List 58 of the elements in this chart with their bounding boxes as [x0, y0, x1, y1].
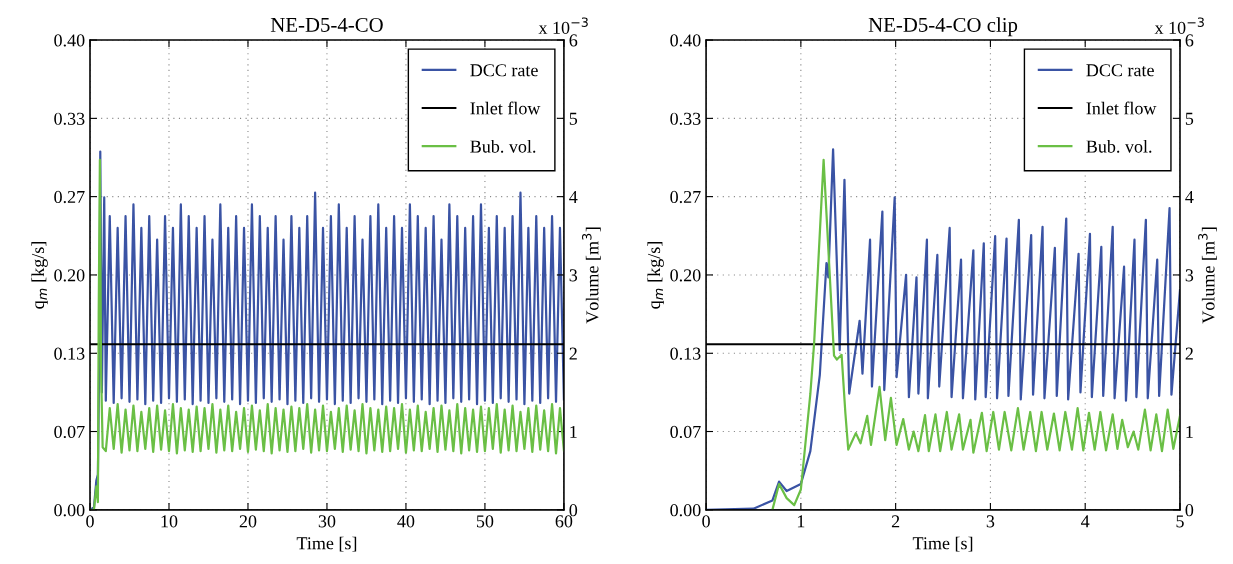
y-tick-label: 0.00 [54, 504, 85, 517]
y2-tick-label: 6 [1185, 34, 1194, 47]
y-tick-label: 0.20 [670, 269, 701, 282]
legend-label: Inlet flow [470, 101, 541, 115]
y-axis-title: q$_{m}$ [kg/s] [647, 242, 664, 309]
x-tick-label: 4 [1081, 515, 1090, 528]
x-tick-label: 0 [702, 515, 710, 528]
x-tick-label: 3 [986, 515, 995, 528]
x-tick-label: 60 [555, 515, 573, 528]
y-tick-label: 0.27 [670, 190, 701, 204]
y-tick-label: 0.07 [54, 425, 85, 439]
y2-tick-label: 4 [1185, 191, 1194, 203]
legend-label: Inlet flow [1086, 101, 1157, 115]
chart-title: NE-D5-4-CO [270, 17, 383, 32]
x-tick-label: 1 [797, 515, 805, 528]
y-tick-label: 0.40 [670, 34, 701, 47]
y-tick-label: 0.00 [670, 504, 701, 517]
y2-tick-label: 3 [1185, 269, 1194, 282]
y2-tick-label: 6 [569, 34, 578, 47]
y2-tick-label: 0 [569, 504, 578, 517]
y-tick-label: 0.33 [670, 112, 701, 125]
y-axis-title: q$_{m}$ [kg/s] [31, 242, 48, 309]
x-tick-label: 2 [891, 515, 900, 528]
legend-label: DCC rate [1086, 64, 1154, 77]
y2-tick-label: 1 [570, 425, 577, 438]
text: x 10$^{−3}$ [1154, 17, 1204, 34]
legend-label: Bub. vol. [1086, 139, 1152, 153]
y2-axis-title: Volume [m$^{3}$] [582, 227, 601, 324]
y2-tick-label: 5 [1185, 112, 1194, 125]
text: x 10$^{−3}$ [538, 17, 588, 34]
x-tick-label: 40 [397, 515, 415, 528]
x-tick-label: 5 [1176, 515, 1184, 528]
y-tick-label: 0.13 [670, 347, 701, 360]
y2-tick-label: 2 [569, 347, 577, 360]
y-tick-label: 0.40 [54, 34, 85, 47]
y-tick-label: 0.33 [54, 112, 85, 125]
x-tick-label: 20 [239, 515, 257, 528]
y2-tick-label: 3 [569, 269, 578, 282]
x-tick-label: 10 [161, 515, 178, 528]
x-axis-title: Time [s] [296, 536, 357, 552]
y2-tick-label: 5 [569, 112, 578, 125]
y-tick-label: 0.13 [54, 347, 85, 360]
y2-axis-title: Volume [m$^{3}$] [1198, 227, 1217, 324]
y2-tick-label: 2 [1185, 347, 1193, 360]
x-tick-label: 30 [318, 515, 336, 528]
x-tick-label: 0 [86, 515, 94, 528]
chart-title: NE-D5-4-CO clip [868, 17, 1018, 37]
legend-label: Bub. vol. [470, 139, 536, 153]
y-tick-label: 0.20 [54, 269, 85, 282]
line-series [771, 158, 1180, 510]
y2-tick-label: 4 [569, 191, 578, 203]
legend-label: DCC rate [470, 64, 538, 77]
x-tick-label: 50 [476, 515, 494, 528]
y2-tick-label: 0 [1185, 504, 1194, 517]
y2-tick-label: 1 [1186, 425, 1193, 438]
x-axis-title: Time [s] [912, 536, 973, 552]
y-tick-label: 0.07 [670, 425, 701, 439]
y-tick-label: 0.27 [54, 190, 85, 204]
